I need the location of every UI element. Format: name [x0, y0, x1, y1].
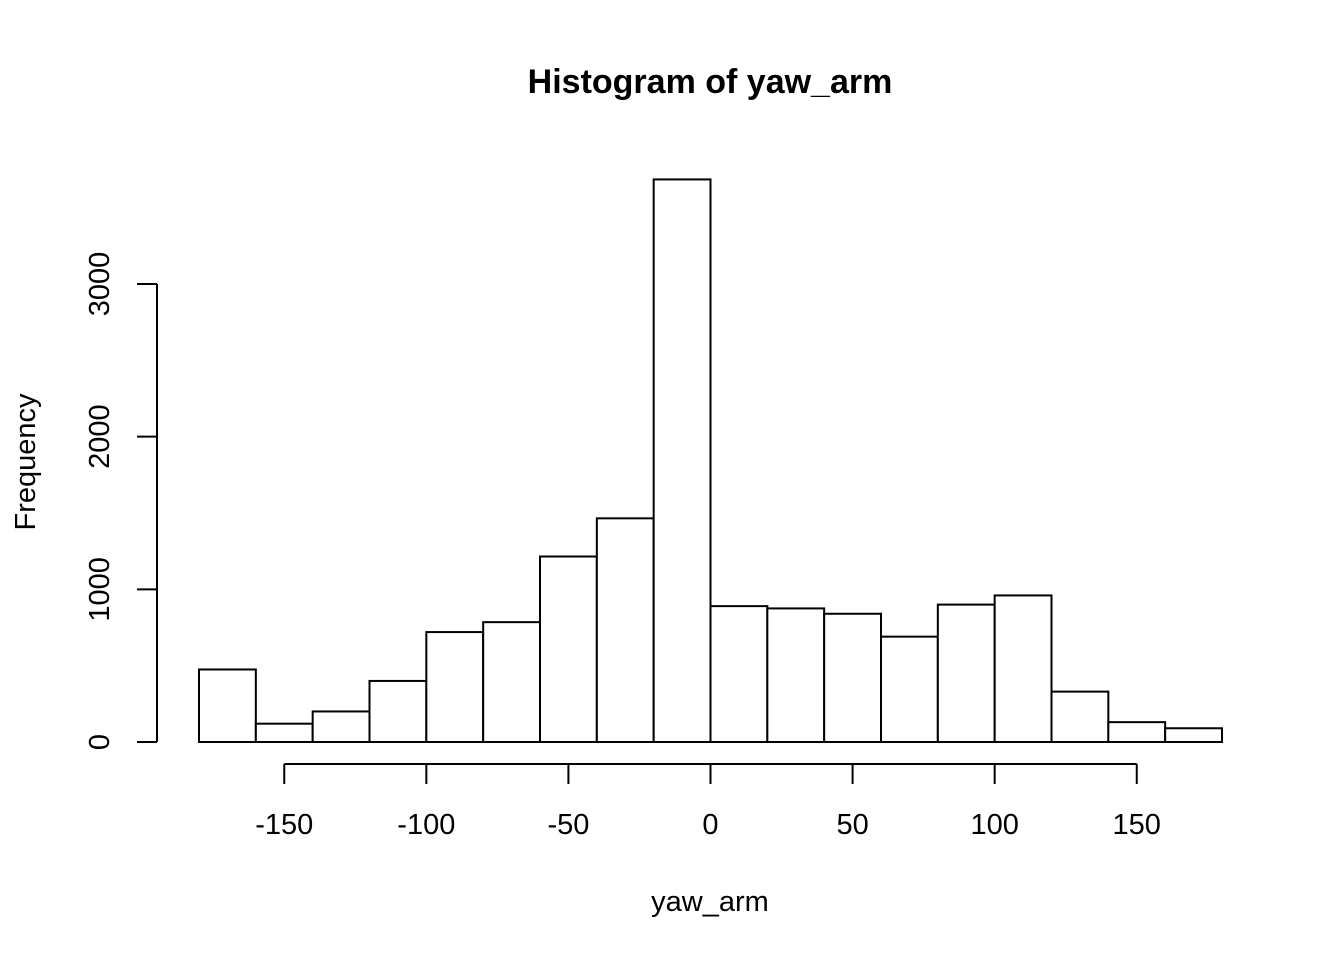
histogram-bar — [766, 607, 826, 744]
histogram-bar — [254, 722, 314, 743]
x-axis: -150 -100 -50 0 50 100 150 — [255, 763, 1161, 841]
histogram-bar — [311, 710, 371, 744]
histogram-bar — [823, 612, 883, 744]
y-tick-label: 1000 — [84, 557, 116, 622]
x-axis-label: yaw_arm — [651, 886, 769, 918]
histogram-bar — [198, 668, 257, 744]
x-tick-label: -100 — [397, 809, 455, 841]
histogram-bar — [1050, 690, 1110, 743]
y-tick-label: 3000 — [84, 252, 116, 317]
histogram-bar — [936, 603, 996, 743]
histogram-bar — [368, 679, 428, 744]
histogram-bar — [709, 605, 769, 743]
histogram-bar — [880, 635, 939, 743]
y-axis: 0 1000 2000 3000 — [84, 252, 158, 750]
x-tick-label: -150 — [255, 809, 313, 841]
x-tick-label: 100 — [970, 809, 1018, 841]
bars-group — [198, 178, 1223, 744]
x-tick-label: 0 — [702, 809, 718, 841]
x-tick-label: 150 — [1113, 809, 1161, 841]
histogram-bar — [1164, 727, 1223, 744]
histogram-bar — [993, 594, 1053, 743]
y-tick-label: 2000 — [84, 404, 116, 469]
y-tick-label: 0 — [84, 734, 116, 750]
x-tick-label: 50 — [836, 809, 868, 841]
x-tick-label: -50 — [547, 809, 589, 841]
histogram-bar — [1107, 721, 1167, 743]
histogram-bar — [539, 555, 598, 744]
chart-title: Histogram of yaw_arm — [528, 63, 893, 101]
histogram-bar — [652, 178, 712, 743]
histogram-bar — [482, 621, 541, 744]
histogram-bar — [595, 517, 655, 743]
y-axis-label: Frequency — [10, 393, 42, 531]
histogram-bar — [425, 631, 485, 744]
